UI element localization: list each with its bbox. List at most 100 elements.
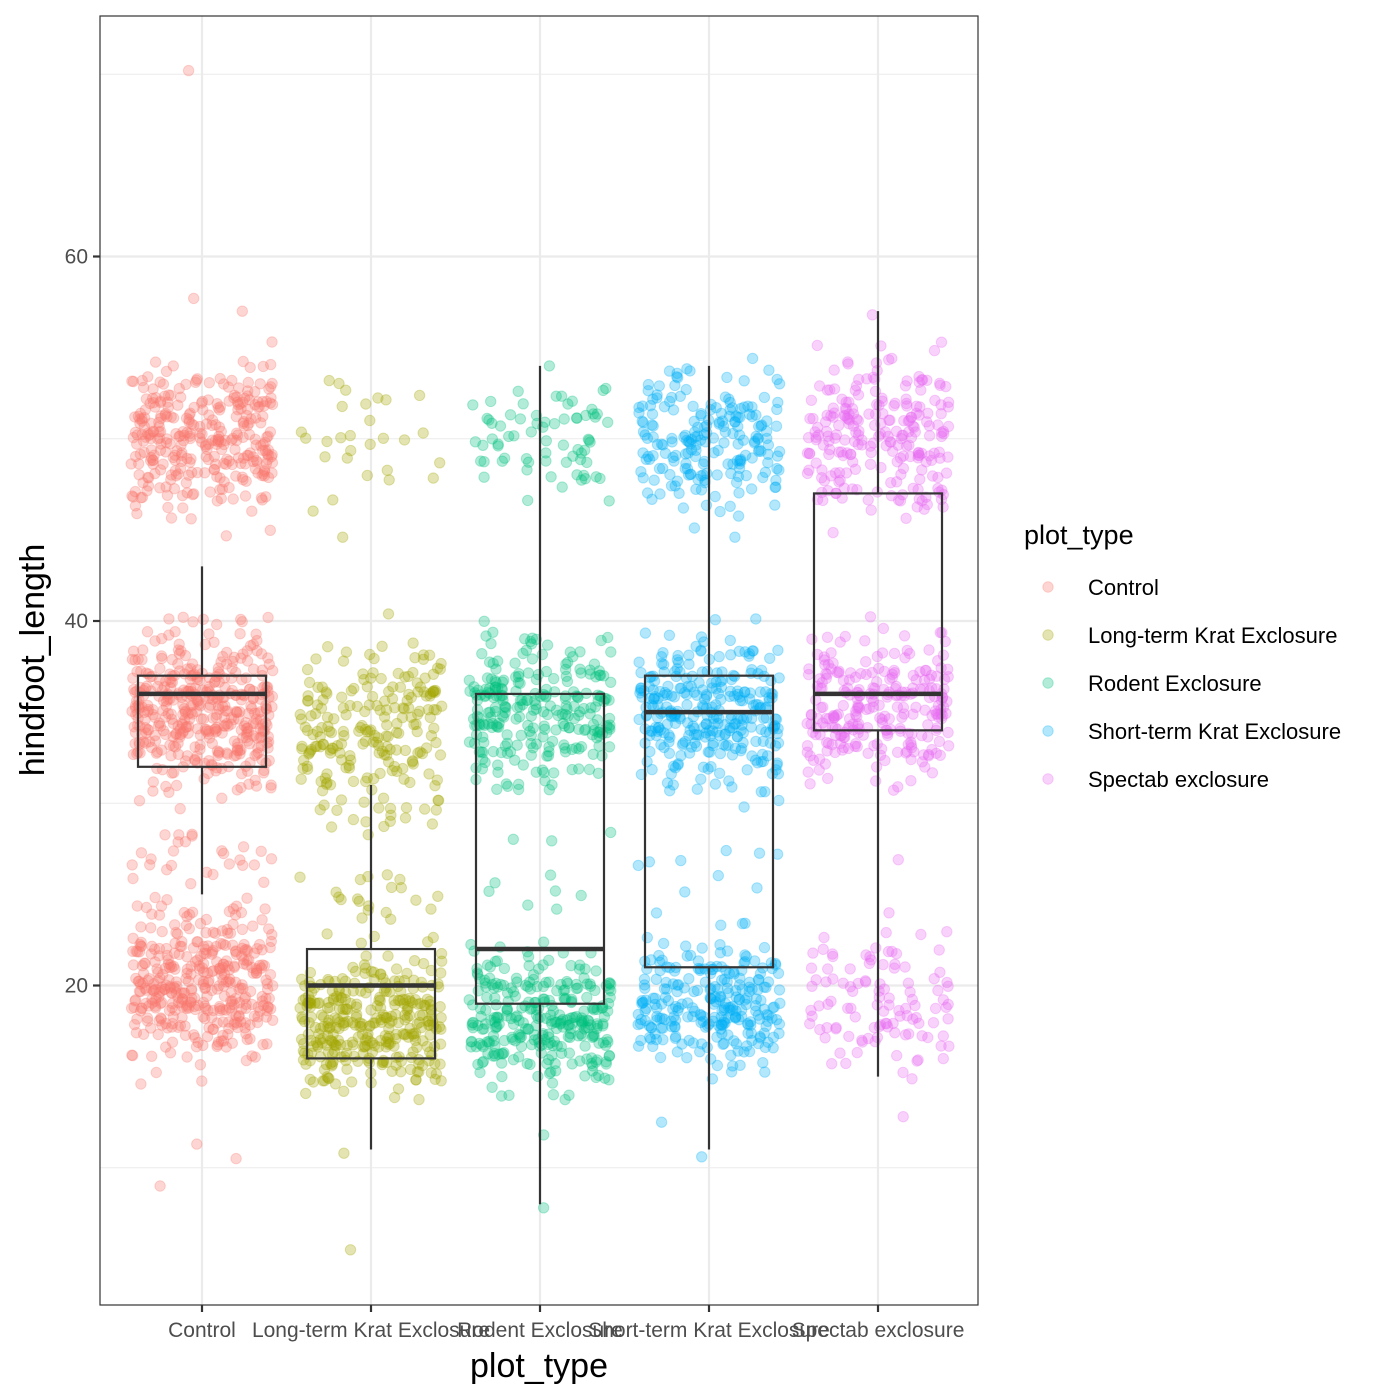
outlier-point: [338, 1147, 350, 1159]
data-point: [570, 742, 582, 754]
data-point: [186, 658, 199, 670]
data-point: [212, 662, 225, 674]
data-point: [251, 943, 263, 955]
data-point: [580, 1021, 592, 1034]
data-point: [193, 698, 205, 711]
data-point: [255, 648, 268, 660]
data-point: [913, 493, 925, 505]
data-point: [260, 395, 273, 408]
data-point: [215, 492, 228, 505]
data-point: [937, 1030, 949, 1042]
data-point: [928, 344, 941, 357]
data-point: [190, 705, 203, 718]
data-point: [265, 779, 277, 791]
data-point: [427, 472, 439, 484]
data-point: [241, 645, 253, 657]
data-point: [773, 794, 785, 807]
data-point: [259, 903, 271, 915]
data-point: [730, 1038, 743, 1050]
data-point: [870, 761, 883, 773]
data-point: [822, 772, 834, 785]
legend-title: plot_type: [1024, 520, 1134, 550]
data-point: [556, 481, 568, 493]
data-point: [671, 475, 684, 487]
data-point: [212, 435, 225, 448]
data-point: [423, 649, 436, 661]
data-point: [565, 959, 577, 972]
data-point: [672, 758, 684, 770]
data-point: [226, 374, 238, 387]
data-point: [430, 1023, 442, 1035]
data-point: [430, 1068, 443, 1080]
data-point: [238, 392, 251, 404]
data-point: [131, 748, 143, 760]
data-point: [680, 383, 692, 396]
data-point: [891, 456, 903, 468]
data-point: [175, 645, 187, 657]
data-point: [521, 464, 533, 476]
data-point: [469, 436, 482, 448]
data-point: [828, 711, 841, 724]
data-point: [152, 719, 165, 732]
data-point: [922, 719, 934, 731]
data-point: [735, 1010, 748, 1023]
data-point: [822, 737, 835, 750]
data-point: [191, 466, 204, 479]
data-point: [223, 858, 236, 870]
data-point: [230, 410, 243, 423]
data-point: [935, 427, 948, 439]
data-point: [134, 417, 146, 430]
data-point: [929, 1002, 942, 1015]
data-point: [185, 960, 197, 973]
data-point: [202, 438, 215, 450]
data-point: [248, 1010, 261, 1022]
data-point: [336, 973, 349, 985]
data-point: [208, 636, 220, 648]
data-point: [475, 1010, 487, 1023]
data-point: [196, 428, 208, 440]
data-point: [570, 1010, 583, 1023]
data-point: [167, 845, 180, 857]
data-point: [237, 648, 249, 660]
data-point: [209, 726, 222, 738]
data-point: [155, 438, 167, 450]
data-point: [238, 416, 250, 428]
data-point: [256, 914, 268, 926]
data-point: [386, 1015, 398, 1027]
data-point: [176, 447, 188, 459]
data-point: [914, 473, 926, 485]
data-point: [252, 707, 264, 720]
data-point: [264, 941, 276, 954]
data-point: [145, 451, 157, 464]
data-point: [364, 414, 376, 427]
data-point: [722, 987, 735, 999]
data-point: [496, 455, 508, 467]
data-point: [388, 1091, 401, 1104]
data-point: [765, 674, 777, 687]
data-point: [185, 663, 197, 675]
data-point: [167, 360, 180, 372]
legend-key: [1042, 773, 1054, 785]
data-point: [655, 651, 668, 663]
data-point: [510, 671, 522, 683]
data-point: [261, 737, 273, 749]
data-point: [178, 429, 190, 442]
data-point: [384, 743, 396, 756]
data-point: [129, 654, 141, 666]
data-point: [562, 656, 574, 669]
data-point: [669, 1014, 682, 1026]
data-point: [242, 722, 254, 734]
data-point: [770, 420, 783, 432]
data-point: [185, 878, 197, 890]
data-point: [411, 677, 423, 689]
data-point: [170, 779, 183, 792]
data-point: [160, 407, 172, 420]
data-point: [222, 381, 235, 393]
data-point: [133, 469, 145, 481]
data-point: [144, 454, 157, 467]
data-point: [823, 448, 835, 461]
data-point: [241, 419, 254, 432]
data-point: [641, 963, 653, 975]
data-point: [522, 494, 534, 507]
data-point: [574, 646, 586, 658]
